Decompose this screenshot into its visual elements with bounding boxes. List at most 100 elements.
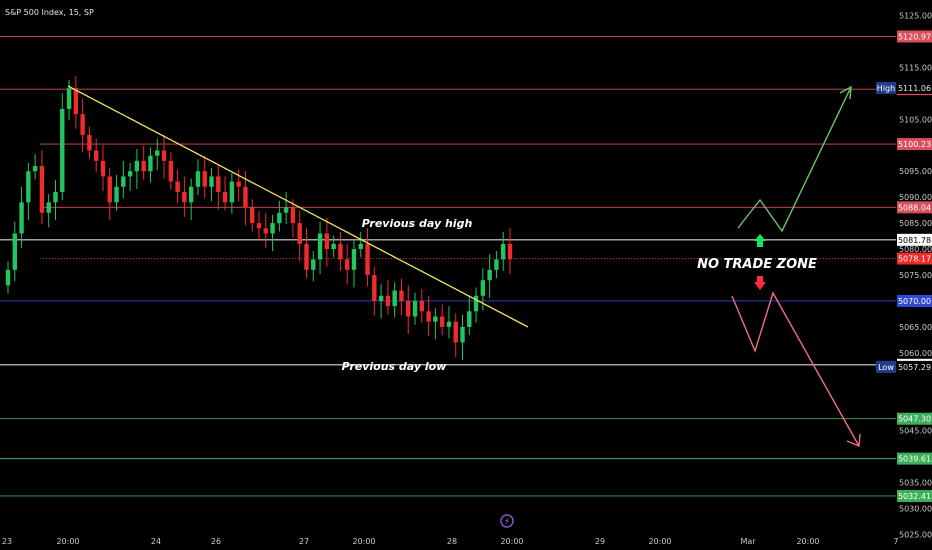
candle-body: [460, 326, 465, 343]
price-label-5088.04: 5088.04: [898, 203, 931, 212]
low-price-label-prefix: Low: [878, 363, 894, 372]
candle-body: [216, 176, 221, 192]
candle-body: [93, 150, 99, 161]
price-label-5078.17: 5078.17: [898, 255, 931, 264]
candle-body: [331, 243, 336, 250]
candle-body: [127, 171, 133, 177]
candle-body: [236, 181, 241, 187]
candle-body: [107, 176, 112, 203]
x-tick-label: 27: [299, 537, 309, 546]
x-tick-label: 28: [447, 537, 457, 546]
bullish-scenario-path: [737, 86, 852, 233]
price-label-5039.61: 5039.61: [898, 455, 931, 464]
candle-body: [426, 311, 431, 322]
candle-body: [141, 160, 146, 172]
candle-body: [283, 207, 289, 213]
price-label-5070.00-box: [897, 294, 932, 307]
candle-body: [161, 150, 167, 161]
candle-body: [195, 171, 201, 187]
price-label-5120.97: 5120.97: [898, 32, 931, 41]
x-tick-label: 20:00: [796, 537, 819, 546]
price-label-5047.30-box: [897, 412, 932, 425]
candle-body: [453, 321, 458, 343]
time-axis[interactable]: 23 20:00 24 26 27 20:00 28 20:00 29 20:00 Mar 20:00…: [2, 537, 899, 546]
price-axis[interactable]: 5125.00 5115.00 5105.00 5095.00 5090.00 5085.…: [899, 12, 932, 540]
candle-body: [467, 311, 472, 327]
candle-body: [60, 108, 65, 192]
candle-body: [406, 300, 411, 317]
candle-body: [114, 186, 119, 203]
x-tick-label: 20:00: [56, 537, 79, 546]
candle-body: [399, 290, 404, 301]
low-price-label: 5057.29: [898, 363, 931, 372]
no-trade-zone-label: NO TRADE ZONE: [697, 257, 817, 272]
candle-body: [270, 223, 275, 234]
price-label-5081.78-box: [897, 233, 932, 246]
prev-day-low-label: Previous day low: [342, 360, 448, 373]
y-tick-label: 5060.00: [899, 349, 932, 358]
candle-body: [311, 259, 316, 270]
y-tick-label: 5035.00: [899, 479, 932, 488]
y-tick-label: 5065.00: [899, 323, 932, 332]
candle-body: [100, 160, 106, 177]
candle-body: [134, 160, 140, 172]
y-tick-label: 5090.00: [899, 193, 932, 202]
candle-body: [317, 233, 323, 260]
candle-body: [182, 191, 187, 203]
y-tick-label: 5045.00: [899, 427, 932, 436]
x-tick-label: 7: [893, 537, 898, 546]
svg-text:⚡: ⚡: [504, 517, 510, 526]
candle-body: [5, 269, 11, 286]
replay-icon[interactable]: ⚡: [500, 514, 514, 528]
candle-body: [473, 295, 479, 312]
low-price-label-box: [897, 360, 932, 373]
candle-body: [297, 223, 302, 244]
price-label-5120.97-box: [897, 30, 932, 43]
candle-body: [222, 191, 228, 203]
bearish-scenario-path: [731, 291, 860, 447]
low-price-label-prefix-box: [876, 360, 896, 373]
x-tick-label: 29: [595, 537, 605, 546]
up-arrow-icon: [754, 234, 766, 247]
y-tick-label: 5080.00: [899, 245, 932, 254]
x-tick-label: 20:00: [648, 537, 671, 546]
x-tick-label: Mar: [740, 537, 756, 546]
candle-body: [202, 171, 207, 187]
candle-body: [507, 243, 513, 260]
candle-body: [229, 181, 235, 203]
high-price-label: 5111.06: [898, 84, 931, 93]
y-tick-label: 5105.00: [899, 115, 932, 124]
candle-body: [26, 171, 31, 203]
candle-body: [32, 166, 38, 172]
candle-body: [494, 259, 499, 270]
y-tick-label: 5075.00: [899, 271, 932, 280]
candle-body: [168, 160, 174, 182]
descending-trendline: [67, 85, 529, 328]
candle-body: [358, 243, 363, 250]
candle-body: [277, 212, 282, 224]
candle-body: [290, 207, 296, 224]
price-label-5100.23-box: [897, 138, 932, 151]
high-price-label-box: [897, 81, 932, 94]
candle-body: [19, 202, 24, 234]
candle-body: [263, 228, 268, 234]
candle-body: [250, 207, 255, 224]
y-tick-label: 5085.00: [899, 219, 932, 228]
candle-body: [501, 243, 506, 260]
price-label-5047.30: 5047.30: [898, 415, 931, 424]
candle-body: [53, 191, 58, 203]
price-axis-labels: 5120.975110.825100.235088.045081.785078.…: [876, 30, 932, 502]
horizontal-levels: [0, 36, 896, 497]
x-tick-label: 20:00: [500, 537, 523, 546]
price-label-5100.23: 5100.23: [898, 140, 931, 149]
candle-body: [209, 176, 214, 187]
candle-body: [121, 176, 126, 187]
candle-body: [39, 166, 45, 213]
candle-body: [385, 295, 391, 307]
candlestick-series: [5, 76, 513, 361]
y-tick-label: 5025.00: [899, 530, 932, 539]
price-label-5081.78: 5081.78: [898, 236, 931, 245]
bearish-arrowhead: [846, 433, 861, 448]
x-tick-label: 23: [2, 537, 12, 546]
